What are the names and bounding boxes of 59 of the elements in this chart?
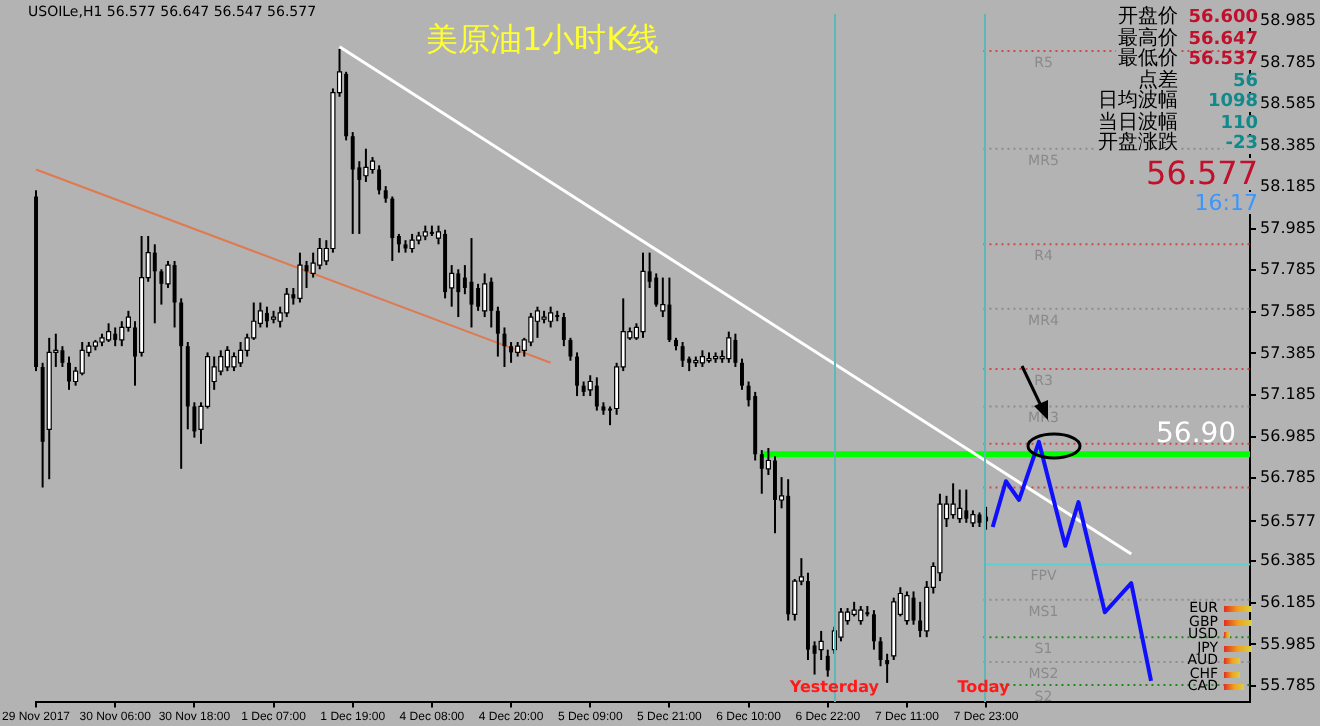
annotation: 56.600 bbox=[1186, 8, 1260, 28]
candlestick bbox=[489, 276, 494, 329]
annotation: 开盘价 bbox=[1116, 6, 1180, 28]
candlestick bbox=[509, 341, 514, 364]
annotation: 最低价 bbox=[1116, 48, 1180, 70]
annotation: 56.537 bbox=[1186, 50, 1260, 70]
candlestick bbox=[152, 243, 157, 325]
annotation: 56 bbox=[1230, 71, 1260, 91]
candlestick bbox=[67, 355, 71, 391]
y-tick-label: 56.785 bbox=[1260, 468, 1317, 487]
candlestick bbox=[759, 449, 764, 495]
candlestick bbox=[680, 341, 685, 368]
annotation: 最高价 bbox=[1116, 27, 1180, 49]
y-tick-label: 57.785 bbox=[1260, 260, 1317, 279]
candlestick bbox=[350, 131, 355, 235]
annotation: 日均波幅 bbox=[1096, 90, 1180, 112]
annotation: 56.647 bbox=[1186, 29, 1260, 49]
annotation: 点差 bbox=[1136, 69, 1180, 91]
annotation: 110 bbox=[1218, 113, 1260, 133]
candlestick bbox=[964, 488, 969, 524]
candlestick bbox=[825, 648, 830, 678]
candlestick bbox=[667, 276, 672, 344]
y-tick-label: 58.785 bbox=[1260, 52, 1317, 71]
y-tick-label: 57.985 bbox=[1260, 218, 1317, 237]
annotation: 开盘涨跌 bbox=[1096, 132, 1180, 154]
y-tick-label: 55.985 bbox=[1260, 634, 1317, 653]
chart-title: 美原油1小时K线 bbox=[426, 20, 660, 62]
candlestick bbox=[113, 326, 118, 348]
annotation: 56.577 bbox=[1144, 154, 1260, 192]
annotation: -23 bbox=[1223, 134, 1260, 154]
y-tick-label: 56.385 bbox=[1260, 551, 1317, 570]
y-tick-label: 57.385 bbox=[1260, 343, 1317, 362]
candlestick bbox=[871, 609, 876, 651]
annotation: 1098 bbox=[1205, 92, 1260, 112]
candlestick bbox=[264, 305, 269, 329]
y-tick-label: 56.577 bbox=[1260, 511, 1317, 530]
annotation: Yesterday bbox=[789, 677, 879, 696]
y-tick-label: 58.385 bbox=[1260, 135, 1317, 154]
y-tick-label: 57.185 bbox=[1260, 385, 1317, 404]
candlestick bbox=[733, 332, 738, 368]
y-tick-label: 58.585 bbox=[1260, 94, 1317, 113]
candlestick bbox=[377, 164, 382, 196]
y-tick-label: 58.185 bbox=[1260, 177, 1317, 196]
candlestick bbox=[594, 376, 599, 412]
y-tick-label: 58.985 bbox=[1260, 11, 1317, 30]
candlestick bbox=[476, 282, 481, 312]
y-tick-label: 57.585 bbox=[1260, 302, 1317, 321]
candlestick bbox=[575, 351, 580, 398]
candlestick bbox=[773, 455, 777, 535]
candlestick bbox=[740, 357, 744, 391]
candlestick bbox=[469, 237, 474, 329]
candlestick bbox=[456, 268, 461, 319]
annotation: 16:17 bbox=[1192, 190, 1260, 216]
annotation: Today bbox=[957, 677, 1010, 696]
y-tick-label: 56.985 bbox=[1260, 426, 1317, 445]
annotation: 当日波幅 bbox=[1096, 111, 1180, 133]
annotation: 56.90 bbox=[1156, 418, 1237, 450]
y-tick-label: 56.185 bbox=[1260, 593, 1317, 612]
y-tick-label: 55.785 bbox=[1260, 676, 1317, 695]
